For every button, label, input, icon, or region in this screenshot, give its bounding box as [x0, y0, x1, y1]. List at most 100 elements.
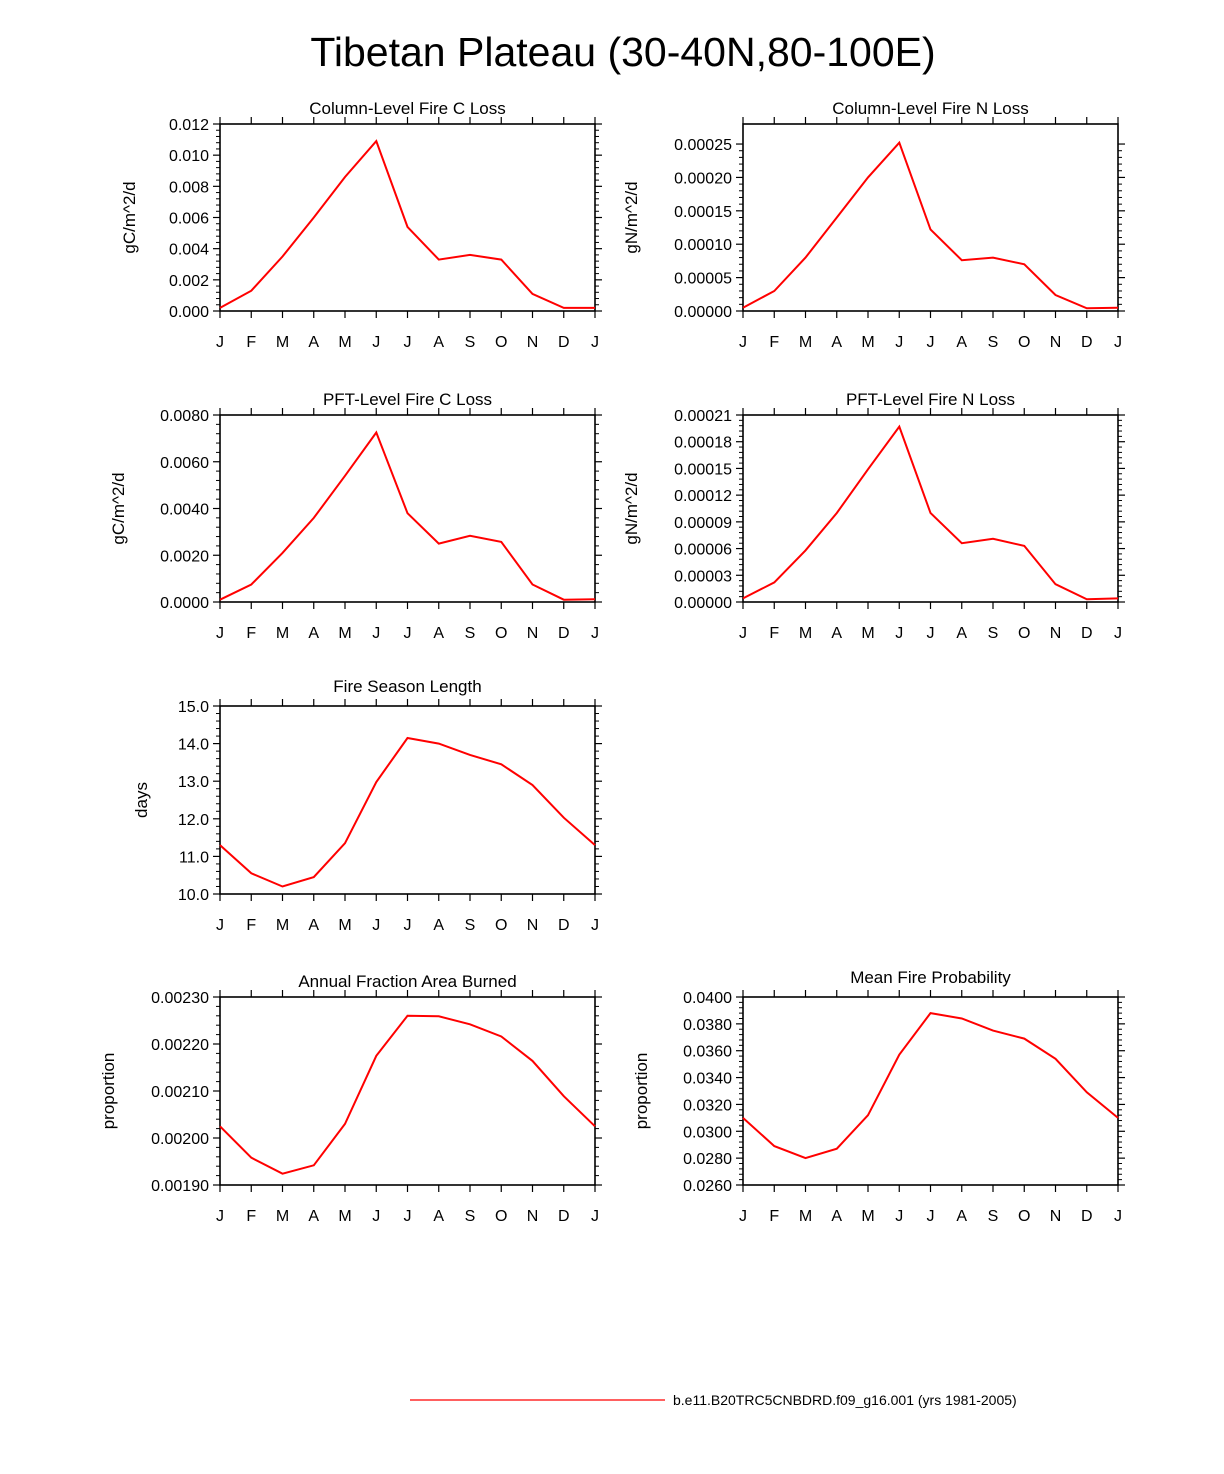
y-tick-label: 0.0000 — [160, 595, 209, 612]
plot-frame — [219, 996, 596, 1186]
x-tick-label: N — [527, 625, 539, 642]
x-ticks — [742, 408, 1119, 609]
y-ticks — [736, 414, 1125, 603]
chart-title: PFT-Level Fire N Loss — [846, 390, 1015, 409]
y-tick-label: 0.0260 — [683, 1178, 732, 1195]
plot-frame — [742, 996, 1119, 1186]
y-tick-label: 0.0400 — [683, 990, 732, 1007]
x-tick-label: N — [527, 1208, 539, 1225]
y-tick-label: 0.00006 — [674, 542, 732, 559]
y-tick-label: 0.00018 — [674, 435, 732, 452]
y-tick-label: 0.00000 — [674, 595, 732, 612]
y-tick-label: 0.00000 — [674, 304, 732, 321]
x-tick-label: J — [216, 334, 224, 351]
x-ticks — [219, 117, 596, 318]
x-tick-label: M — [338, 917, 351, 934]
y-tick-label: 0.00015 — [674, 204, 732, 221]
figure-title: Tibetan Plateau (30-40N,80-100E) — [310, 29, 935, 75]
series-line — [219, 1014, 596, 1175]
y-minor-ticks — [739, 1001, 1122, 1181]
plot-frame — [219, 414, 596, 603]
x-tick-label: J — [895, 1208, 903, 1225]
y-tick-label: 0.0340 — [683, 1071, 732, 1088]
x-tick-label: M — [276, 917, 289, 934]
x-tick-label: F — [246, 625, 256, 642]
x-tick-label: N — [527, 334, 539, 351]
series-line — [742, 140, 1119, 310]
x-tick-label: D — [1081, 625, 1093, 642]
series-line — [219, 430, 596, 601]
x-tick-label: S — [988, 334, 999, 351]
x-tick-label: J — [591, 1208, 599, 1225]
y-minor-ticks — [216, 423, 599, 594]
y-tick-label: 0.0040 — [160, 502, 209, 519]
x-tick-label: O — [1018, 1208, 1030, 1225]
x-tick-label: J — [927, 625, 935, 642]
x-tick-label: J — [372, 625, 380, 642]
y-tick-label: 0.008 — [169, 179, 209, 196]
y-axis-label: days — [132, 782, 151, 818]
y-axis-label: gN/m^2/d — [622, 181, 641, 253]
x-tick-label: J — [372, 334, 380, 351]
y-tick-label: 10.0 — [178, 887, 209, 904]
plot-frame — [742, 123, 1119, 312]
y-tick-label: 0.0360 — [683, 1044, 732, 1061]
x-tick-label: D — [1081, 334, 1093, 351]
x-tick-label: M — [861, 625, 874, 642]
x-tick-label: F — [246, 1208, 256, 1225]
y-tick-label: 0.00021 — [674, 408, 732, 425]
x-tick-label: J — [404, 334, 412, 351]
y-tick-label: 0.0020 — [160, 548, 209, 565]
chart-panel-column-fire-c-loss: 0.000 0.002 0.004 0.006 0.008 0.010 0.012 J F M A M… — [120, 99, 602, 351]
x-tick-label: J — [739, 625, 747, 642]
x-tick-label: N — [527, 917, 539, 934]
plot-frame — [219, 705, 596, 895]
x-tick-label: M — [276, 334, 289, 351]
y-ticks — [213, 996, 602, 1186]
y-minor-ticks — [216, 129, 599, 306]
x-tick-label: O — [495, 1208, 507, 1225]
y-axis-label: proportion — [632, 1053, 651, 1130]
x-ticks — [219, 408, 596, 609]
y-tick-label: 0.0080 — [160, 408, 209, 425]
x-tick-label: D — [558, 917, 570, 934]
x-tick-label: S — [465, 334, 476, 351]
x-tick-label: F — [246, 334, 256, 351]
x-tick-label: M — [276, 1208, 289, 1225]
y-tick-label: 0.010 — [169, 148, 209, 165]
x-tick-label: J — [372, 917, 380, 934]
y-tick-label: 0.0280 — [683, 1151, 732, 1168]
x-tick-label: J — [927, 1208, 935, 1225]
y-tick-label: 0.0320 — [683, 1097, 732, 1114]
x-tick-label: N — [1050, 1208, 1062, 1225]
x-tick-label: A — [831, 1208, 842, 1225]
y-tick-label: 0.00230 — [151, 990, 209, 1007]
x-tick-label: N — [1050, 334, 1062, 351]
y-tick-label: 0.00003 — [674, 568, 732, 585]
y-tick-label: 0.00200 — [151, 1131, 209, 1148]
y-minor-ticks — [216, 713, 599, 887]
x-tick-label: J — [591, 334, 599, 351]
x-tick-label: O — [495, 917, 507, 934]
legend: b.e11.B20TRC5CNBDRD.f09_g16.001 (yrs 198… — [410, 1392, 1017, 1408]
chart-panel-fire-season-length: 10.0 11.0 12.0 13.0 14.0 15.0 J F M A M J J A S O N D J Fir… — [132, 677, 602, 934]
y-ticks — [213, 414, 602, 603]
y-axis-label: proportion — [99, 1053, 118, 1130]
y-tick-label: 0.00015 — [674, 461, 732, 478]
legend-label: b.e11.B20TRC5CNBDRD.f09_g16.001 (yrs 198… — [673, 1392, 1017, 1408]
y-tick-label: 0.0380 — [683, 1017, 732, 1034]
x-tick-label: A — [433, 1208, 444, 1225]
x-tick-label: A — [308, 625, 319, 642]
y-tick-label: 0.00220 — [151, 1037, 209, 1054]
series-line — [742, 1012, 1119, 1160]
x-tick-label: J — [216, 625, 224, 642]
chart-title: PFT-Level Fire C Loss — [323, 390, 492, 409]
x-ticks — [219, 990, 596, 1192]
x-tick-label: S — [988, 1208, 999, 1225]
series-line — [219, 736, 596, 888]
x-tick-label: J — [404, 917, 412, 934]
y-ticks — [736, 143, 1125, 312]
x-tick-label: A — [831, 334, 842, 351]
x-tick-label: D — [558, 625, 570, 642]
x-tick-label: M — [338, 334, 351, 351]
